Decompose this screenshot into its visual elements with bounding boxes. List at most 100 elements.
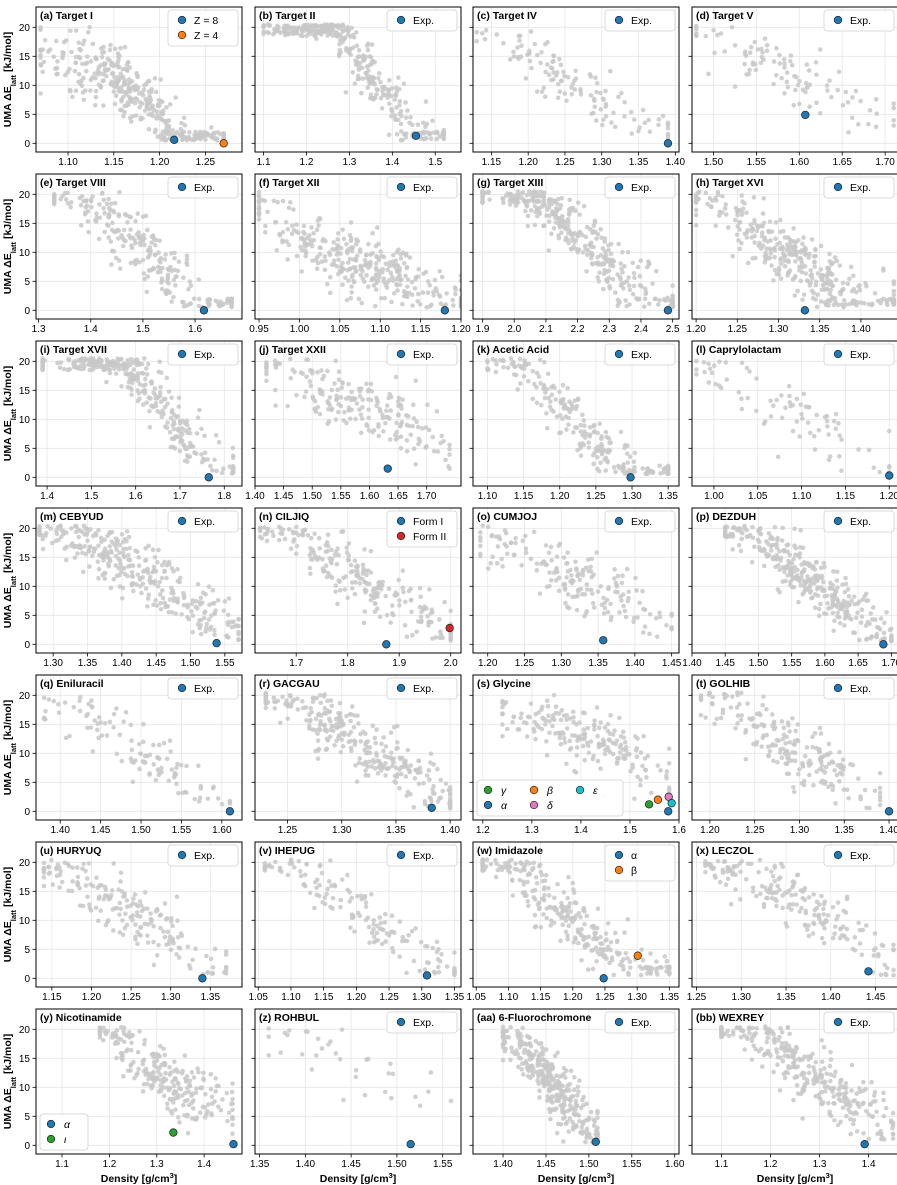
cloud-point	[344, 420, 349, 426]
cloud-point	[656, 117, 662, 122]
cloud-point	[387, 437, 393, 442]
legend-box	[386, 176, 458, 199]
cloud-point	[640, 588, 645, 594]
panel-title: (h) Target XVI	[696, 177, 764, 189]
cloud-point	[167, 738, 173, 743]
cloud-point	[319, 368, 324, 373]
cloud-point	[176, 395, 182, 401]
cloud-point	[544, 562, 550, 568]
cloud-point	[826, 457, 832, 463]
x-tick-label: 1.6	[188, 324, 202, 335]
cloud-point	[346, 541, 352, 546]
cloud-point	[580, 569, 586, 575]
cloud-point	[363, 590, 368, 595]
cloud-point	[802, 567, 807, 572]
cloud-point	[884, 609, 889, 615]
cloud-point	[778, 261, 784, 267]
cloud-point	[556, 233, 561, 238]
cloud-point	[565, 217, 571, 222]
cloud-point	[108, 81, 114, 87]
cloud-point	[528, 556, 534, 562]
cloud-point	[367, 759, 372, 765]
cloud-point	[334, 252, 340, 257]
cloud-point	[339, 529, 344, 535]
cloud-point	[438, 301, 444, 306]
cloud-point	[768, 534, 774, 540]
cloud-point	[68, 204, 73, 210]
cloud-point	[340, 282, 345, 288]
cloud-point	[418, 614, 424, 620]
cloud-point	[715, 32, 720, 38]
cloud-point	[485, 566, 491, 571]
cloud-point	[184, 763, 189, 769]
cloud-point	[136, 563, 142, 568]
cloud-point	[57, 365, 63, 370]
cloud-point	[335, 231, 341, 236]
cloud-point	[284, 698, 289, 703]
cloud-point	[877, 627, 883, 632]
cloud-point	[373, 95, 378, 100]
cloud-point	[425, 279, 431, 284]
cloud-point	[873, 124, 879, 130]
cloud-point	[752, 240, 757, 245]
cloud-point	[549, 392, 555, 398]
panel-title: (b) Target II	[259, 10, 315, 22]
cloud-point	[356, 296, 362, 302]
cloud-point	[854, 290, 859, 295]
cloud-point	[515, 189, 521, 194]
cloud-point	[866, 301, 872, 307]
cloud-point	[99, 54, 105, 60]
cloud-point	[435, 449, 441, 454]
cloud-point	[480, 523, 486, 528]
cloud-point	[398, 255, 404, 261]
cloud-point	[316, 223, 321, 228]
cloud-point	[807, 583, 813, 589]
cloud-point	[500, 196, 506, 202]
cloud-point	[395, 288, 400, 293]
cloud-point	[398, 445, 404, 451]
x-tick-label: 2.0	[444, 658, 458, 669]
cloud-point	[357, 407, 362, 412]
cloud-point	[109, 248, 115, 254]
cloud-point	[101, 197, 107, 203]
cloud-point	[573, 208, 579, 214]
cloud-point	[407, 255, 413, 260]
cloud-point	[615, 573, 621, 579]
cloud-point	[332, 381, 337, 386]
cloud-point	[558, 219, 563, 224]
cloud-point	[631, 283, 637, 289]
cloud-point	[600, 122, 605, 128]
cloud-point	[554, 554, 560, 560]
cloud-point	[346, 557, 351, 563]
cloud-point	[86, 549, 92, 554]
cloud-point	[400, 397, 405, 402]
cloud-point	[637, 125, 642, 130]
cloud-point	[447, 466, 452, 472]
cloud-point	[404, 422, 410, 428]
cloud-point	[841, 598, 847, 604]
cloud-point	[784, 70, 790, 75]
cloud-point	[393, 374, 399, 380]
cloud-point	[191, 296, 197, 302]
cloud-point	[181, 275, 186, 280]
cloud-point	[774, 72, 779, 78]
cloud-point	[501, 200, 506, 206]
cloud-point	[835, 598, 841, 604]
cloud-point	[801, 391, 807, 397]
cloud-point	[327, 402, 333, 408]
x-tick-label: 1.25	[555, 157, 575, 168]
cloud-point	[797, 434, 802, 439]
plot-frame	[472, 6, 680, 153]
cloud-point	[121, 113, 126, 119]
panel-title: (d) Target V	[696, 10, 754, 22]
cloud-point	[397, 602, 402, 608]
cloud-point	[799, 411, 804, 417]
cloud-point	[329, 262, 335, 268]
cloud-point	[137, 259, 142, 265]
cloud-point	[630, 260, 636, 266]
cloud-point	[395, 745, 400, 751]
cloud-point	[323, 549, 329, 555]
cloud-point	[837, 289, 843, 295]
cloud-point	[179, 426, 185, 431]
cloud-point	[309, 243, 315, 249]
